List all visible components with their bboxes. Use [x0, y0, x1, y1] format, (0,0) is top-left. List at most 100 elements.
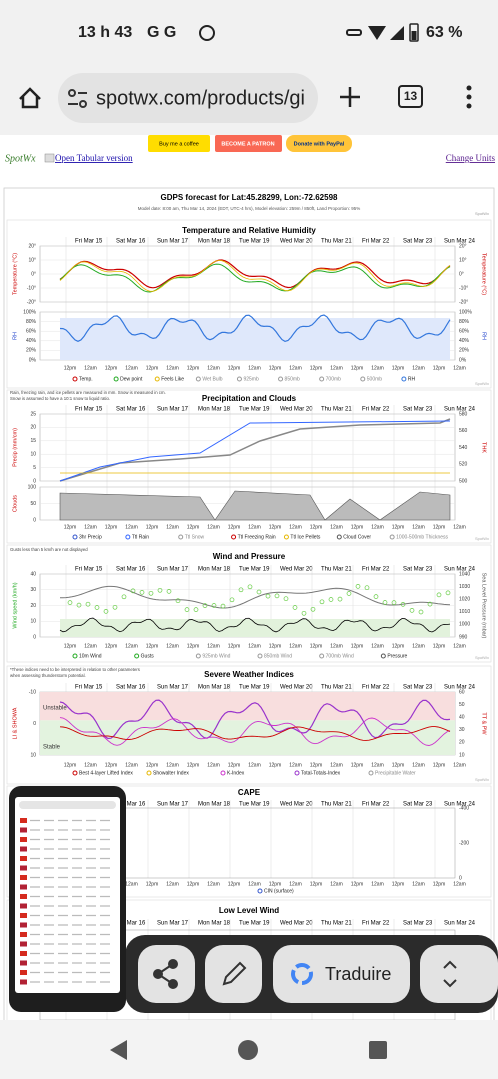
patreon-button[interactable]: [215, 135, 282, 152]
home-button[interactable]: [19, 87, 41, 109]
time-label: 12pm: [64, 643, 77, 649]
legend-entry[interactable]: 10m Wind: [79, 653, 102, 659]
day-label: Fri Mar 22: [362, 921, 390, 927]
right-tick-label: -20°: [459, 299, 468, 305]
day-label: Sat Mar 16: [116, 685, 146, 691]
legend-marker: [195, 653, 201, 659]
paypal-button[interactable]: [286, 135, 352, 152]
edit-button[interactable]: [205, 945, 262, 1003]
legend-entry[interactable]: Ttl Ice Pellets: [290, 534, 321, 540]
legend-entry[interactable]: K-Index: [227, 770, 245, 776]
legend-entry[interactable]: Gusts: [141, 653, 155, 659]
time-label: 12am: [453, 524, 466, 530]
time-label: 12am: [330, 881, 343, 887]
gust-marker: [211, 603, 217, 608]
legend-entry[interactable]: Wet Bulb: [202, 376, 222, 382]
translate-button[interactable]: [273, 945, 410, 1003]
tab-switcher[interactable]: [398, 85, 423, 108]
legend-entry[interactable]: CIN (surface): [264, 888, 294, 894]
change-units-link[interactable]: Change Units: [446, 153, 496, 163]
time-label: 12pm: [64, 524, 77, 530]
legend-entry[interactable]: Ttl Freezing Rain: [238, 534, 276, 540]
url-bar[interactable]: [58, 73, 318, 123]
nav-home[interactable]: [238, 1040, 258, 1060]
legend-entry[interactable]: Feels Like: [161, 376, 184, 382]
right-tick-label: 560: [459, 428, 468, 434]
status-icon: [199, 25, 215, 41]
time-label: 12pm: [351, 881, 364, 887]
legend-marker: [360, 376, 366, 382]
legend-entry[interactable]: 1000-500mb Thickness: [396, 534, 448, 540]
preview-flag: [20, 922, 27, 928]
overlay: Traduire: [0, 786, 498, 1079]
time-label: 12am: [412, 762, 425, 768]
legend-entry[interactable]: 700mb: [326, 376, 342, 382]
time-label: 12pm: [433, 365, 446, 371]
legend-entry[interactable]: Precipitable Water: [375, 770, 416, 776]
right-tick-label: 580: [459, 411, 468, 417]
legend-entry[interactable]: Ttl Snow: [185, 534, 205, 540]
time-label: 12pm: [187, 762, 200, 768]
panel-title: Precipitation and Clouds: [202, 394, 297, 403]
legend-marker: [368, 770, 374, 776]
rh-fill: [60, 318, 450, 360]
coffee-button[interactable]: [148, 135, 210, 152]
legend-entry[interactable]: Pressure: [387, 653, 407, 659]
legend-entry[interactable]: 850mb Wind: [264, 653, 292, 659]
legend-entry[interactable]: 925mb: [243, 376, 259, 382]
day-label: Sun Mar 17: [157, 239, 189, 245]
status-battery: 63 %: [426, 24, 462, 41]
site-settings-icon[interactable]: [68, 89, 87, 108]
legend-marker: [72, 653, 78, 659]
legend-entry[interactable]: RH: [408, 376, 416, 382]
time-label: 12pm: [146, 643, 159, 649]
day-label: Wed Mar 20: [280, 567, 313, 573]
region-label: Stable: [43, 745, 61, 751]
gust-marker: [301, 610, 307, 616]
legend-entry[interactable]: Cloud Cover: [343, 534, 371, 540]
share-button[interactable]: [138, 945, 195, 1003]
legend-entry[interactable]: 700mb Wind: [326, 653, 354, 659]
time-label: 12am: [248, 643, 261, 649]
y-tick-label: 10: [30, 619, 36, 625]
legend-entry[interactable]: 850mb: [285, 376, 301, 382]
legend-marker: [231, 534, 237, 540]
y-tick-label: 100: [28, 484, 37, 490]
more-button[interactable]: [420, 945, 498, 1003]
open-tabular-link[interactable]: Open Tabular version: [55, 153, 133, 163]
time-label: 12pm: [146, 881, 159, 887]
menu-button[interactable]: [466, 85, 472, 109]
axis-label: Temperature (°C): [12, 253, 18, 295]
time-label: 12pm: [310, 365, 323, 371]
gust-marker: [283, 596, 289, 602]
gust-marker: [427, 601, 433, 607]
legend-entry[interactable]: 500mb: [367, 376, 383, 382]
legend-entry[interactable]: Dew point: [120, 376, 143, 382]
legend-entry[interactable]: Temp.: [79, 376, 93, 382]
legend-entry[interactable]: Showalter Index: [153, 770, 189, 776]
right-tick-label: 20: [459, 740, 465, 746]
y-tick-label: 20°: [28, 243, 36, 249]
new-tab-button[interactable]: [340, 87, 360, 107]
forecast-subtitle: Model date: 8:00 am, Thu Mar 14, 2024 (E…: [138, 206, 361, 211]
legend-entry[interactable]: Best 4-layer Lifted Index: [79, 770, 133, 776]
time-label: 12am: [289, 881, 302, 887]
y-tick-label: -10: [29, 689, 36, 695]
preview-flag: [20, 932, 27, 937]
nav-recents[interactable]: [369, 1041, 387, 1059]
legend-entry[interactable]: 925mb Wind: [202, 653, 230, 659]
time-label: 12pm: [433, 881, 446, 887]
y-tick-label: 10: [30, 452, 36, 458]
gust-marker: [445, 590, 451, 596]
day-label: Thu Mar 21: [321, 407, 352, 413]
time-label: 12am: [125, 881, 138, 887]
y-tick-label: 10: [30, 752, 36, 758]
nav-back[interactable]: [110, 1040, 127, 1060]
time-label: 12am: [166, 762, 179, 768]
right-tick-label: 1000: [459, 622, 470, 628]
legend-entry[interactable]: Ttl Rain: [132, 534, 149, 540]
day-label: Sun Mar 24: [444, 802, 476, 808]
legend-entry[interactable]: 3hr Precip: [79, 534, 102, 540]
gust-marker: [112, 604, 118, 610]
legend-entry[interactable]: Total-Totals-Index: [301, 770, 341, 776]
